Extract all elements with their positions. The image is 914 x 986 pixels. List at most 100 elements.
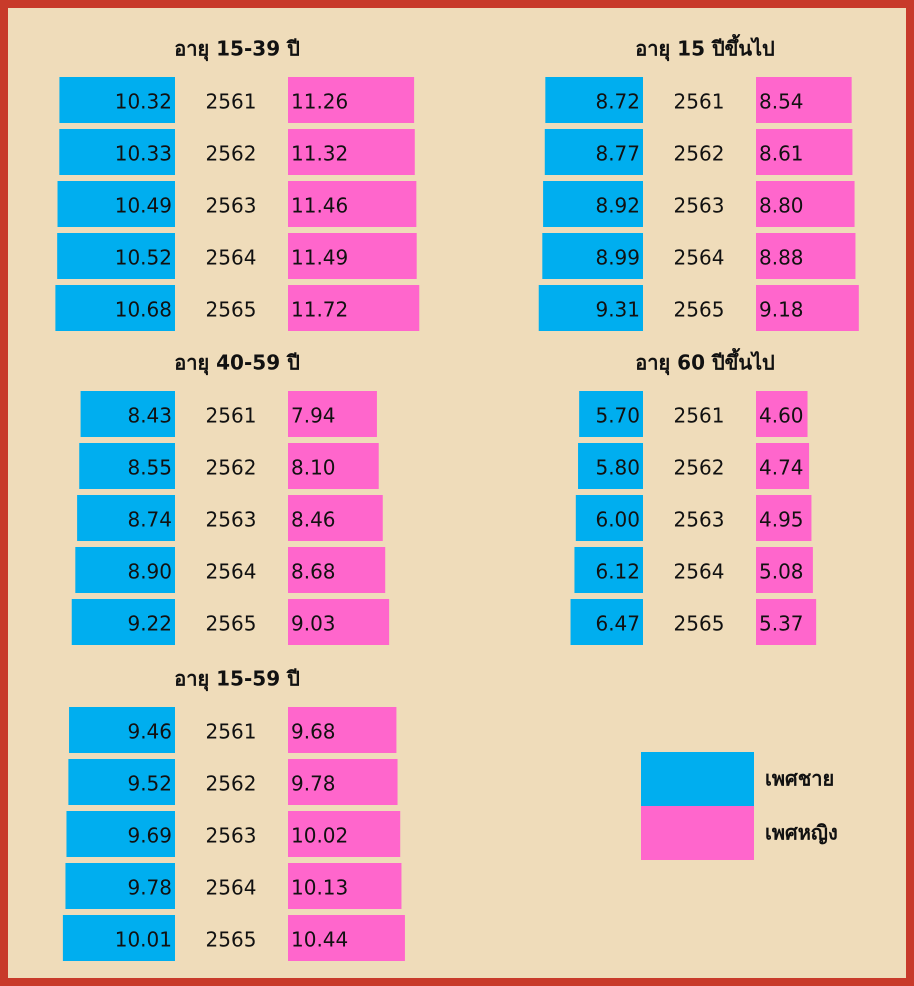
female-bar xyxy=(756,391,808,437)
male-bar xyxy=(544,129,643,175)
male-bar xyxy=(62,915,175,961)
female-bar xyxy=(756,599,817,645)
male-bar xyxy=(69,707,175,753)
female-value: 8.61 xyxy=(759,142,804,166)
male-value: 8.74 xyxy=(127,508,172,532)
year-label: 2565 xyxy=(206,928,257,952)
female-value: 10.13 xyxy=(291,876,348,900)
female-bar xyxy=(288,547,386,593)
legend-label: เพศชาย xyxy=(765,767,834,791)
female-value: 5.37 xyxy=(759,612,804,636)
male-value: 8.43 xyxy=(127,404,172,428)
female-bar xyxy=(288,495,383,541)
year-label: 2563 xyxy=(674,194,725,218)
female-bar xyxy=(756,181,855,227)
female-bar xyxy=(756,443,810,489)
male-value: 6.00 xyxy=(595,508,640,532)
female-value: 7.94 xyxy=(291,404,336,428)
male-bar xyxy=(59,129,175,175)
female-bar xyxy=(288,443,379,489)
male-value: 10.68 xyxy=(115,298,172,322)
male-bar xyxy=(79,443,175,489)
female-bar xyxy=(288,759,398,805)
male-bar xyxy=(59,77,175,123)
female-bar xyxy=(288,181,417,227)
female-bar xyxy=(756,77,852,123)
year-label: 2562 xyxy=(206,456,257,480)
male-value: 10.52 xyxy=(115,246,172,270)
male-value: 10.01 xyxy=(115,928,172,952)
female-bar xyxy=(288,915,405,961)
male-bar xyxy=(71,599,175,645)
male-value: 9.31 xyxy=(595,298,640,322)
female-bar xyxy=(288,285,420,331)
female-bar xyxy=(756,233,856,279)
female-bar xyxy=(288,599,390,645)
year-label: 2562 xyxy=(674,142,725,166)
chart-title: อายุ 40-59 ปี xyxy=(174,351,300,376)
female-bar xyxy=(756,129,853,175)
year-label: 2562 xyxy=(206,772,257,796)
female-bar xyxy=(288,811,401,857)
male-bar xyxy=(575,495,643,541)
year-label: 2561 xyxy=(206,404,257,428)
female-value: 11.49 xyxy=(291,246,348,270)
male-bar xyxy=(66,811,175,857)
male-bar xyxy=(574,547,643,593)
female-value: 4.60 xyxy=(759,404,804,428)
year-label: 2565 xyxy=(674,298,725,322)
female-value: 8.10 xyxy=(291,456,336,480)
year-label: 2564 xyxy=(206,560,257,584)
female-value: 8.54 xyxy=(759,90,804,114)
year-label: 2563 xyxy=(206,508,257,532)
male-value: 8.55 xyxy=(127,456,172,480)
male-bar xyxy=(542,233,643,279)
female-bar xyxy=(756,285,859,331)
year-label: 2564 xyxy=(674,246,725,270)
male-bar xyxy=(80,391,175,437)
male-bar xyxy=(578,443,643,489)
male-value: 9.22 xyxy=(127,612,172,636)
male-value: 8.90 xyxy=(127,560,172,584)
year-label: 2561 xyxy=(206,90,257,114)
male-bar xyxy=(65,863,175,909)
male-bar xyxy=(538,285,643,331)
female-value: 9.03 xyxy=(291,612,336,636)
year-label: 2562 xyxy=(674,456,725,480)
male-bar xyxy=(57,233,176,279)
female-bar xyxy=(288,233,417,279)
female-value: 9.18 xyxy=(759,298,804,322)
year-label: 2561 xyxy=(674,90,725,114)
male-value: 10.49 xyxy=(115,194,172,218)
female-value: 8.68 xyxy=(291,560,336,584)
male-bar xyxy=(75,547,175,593)
female-bar xyxy=(288,77,415,123)
chart-title: อายุ 15-39 ปี xyxy=(174,37,300,62)
year-label: 2564 xyxy=(674,560,725,584)
male-bar xyxy=(579,391,643,437)
male-value: 8.77 xyxy=(595,142,640,166)
female-bar xyxy=(288,863,402,909)
female-value: 4.74 xyxy=(759,456,804,480)
male-value: 8.72 xyxy=(595,90,640,114)
year-label: 2563 xyxy=(206,824,257,848)
chart-title: อายุ 15 ปีขึ้นไป xyxy=(635,34,775,62)
legend-label: เพศหญิง xyxy=(765,821,838,845)
chart-title: อายุ 15-59 ปี xyxy=(174,667,300,692)
male-bar xyxy=(55,285,175,331)
male-value: 5.80 xyxy=(595,456,640,480)
male-bar xyxy=(545,77,643,123)
female-value: 4.95 xyxy=(759,508,804,532)
year-label: 2565 xyxy=(206,612,257,636)
male-bar xyxy=(77,495,175,541)
male-value: 9.46 xyxy=(127,720,172,744)
male-bar xyxy=(570,599,643,645)
legend-swatch xyxy=(641,752,754,806)
female-value: 8.88 xyxy=(759,246,804,270)
female-bar xyxy=(288,129,415,175)
female-bar xyxy=(756,547,813,593)
female-value: 9.68 xyxy=(291,720,336,744)
male-value: 6.12 xyxy=(595,560,640,584)
year-label: 2561 xyxy=(674,404,725,428)
